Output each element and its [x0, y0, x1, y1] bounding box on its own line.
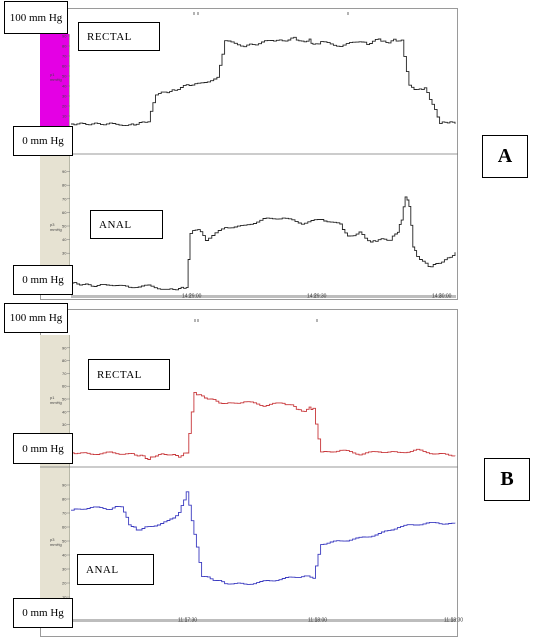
- y-tick-label: 50: [62, 74, 67, 79]
- time-tick-label: 11:17:30: [178, 618, 197, 624]
- y-tick-label: 70: [62, 54, 67, 59]
- time-tick-label: 11:18:30: [444, 618, 463, 624]
- time-tick-label: 11:18:00: [308, 618, 327, 624]
- scale-strip-anal: [40, 464, 70, 612]
- y-tick-label: 40: [62, 409, 67, 414]
- scale-label-0-anal: 0 mm Hg: [13, 598, 73, 628]
- trace-anal: [71, 491, 456, 585]
- y-tick-label: 50: [62, 397, 67, 402]
- y-tick-label: 20: [62, 581, 67, 586]
- trace-label-rectal: RECTAL: [88, 359, 170, 390]
- trace-rectal: [71, 36, 456, 127]
- panel-a: 14:29:00 14:29:30 14:30:00 10 20 30 40 50 60 70 80…: [0, 0, 460, 302]
- panel-letter-b: B: [484, 458, 530, 501]
- panel-b: 11:17:30 11:18:00 11:18:30 10 20 30 40 50 60 70 80…: [0, 303, 463, 638]
- y-tick-label: 60: [62, 384, 67, 389]
- channel-unit-label: p1: [50, 72, 55, 77]
- y-tick-label: 70: [62, 196, 67, 201]
- time-tick-label: 14:29:30: [307, 294, 327, 300]
- y-tick-label: 90: [62, 345, 67, 350]
- y-tick-label: 40: [62, 84, 67, 89]
- y-tick-label: 90: [62, 483, 67, 488]
- y-tick-label: 80: [62, 497, 67, 502]
- channel-unit-label: mmHg: [50, 542, 62, 547]
- y-tick-label: 40: [62, 237, 67, 242]
- y-tick-label: 10: [62, 595, 67, 600]
- time-tick-label: 14:29:00: [182, 294, 202, 300]
- time-axis-bar: [71, 295, 456, 298]
- y-tick-label: 30: [62, 251, 67, 256]
- y-tick-label: 30: [62, 567, 67, 572]
- scale-label-0-rectal: 0 mm Hg: [13, 126, 73, 156]
- channel-unit-label: p3: [50, 222, 55, 227]
- pressure-chart-a: 14:29:00 14:29:30 14:30:00 10 20 30 40 50 60 70 80…: [40, 12, 458, 300]
- channel-unit-label: mmHg: [50, 227, 62, 232]
- channel-unit-label: mmHg: [50, 77, 62, 82]
- trace-label-anal: ANAL: [90, 210, 163, 239]
- y-tick-label: 70: [62, 371, 67, 376]
- y-tick-label: 90: [62, 169, 67, 174]
- panel-letter-a: A: [482, 135, 528, 178]
- trace-rectal: [71, 391, 456, 460]
- time-tick-label: 14:30:00: [432, 294, 452, 300]
- y-tick-label: 50: [62, 224, 67, 229]
- channel-unit-label: p1: [50, 395, 55, 400]
- pressure-chart-b: 11:17:30 11:18:00 11:18:30 10 20 30 40 50 60 70 80…: [40, 319, 463, 624]
- trace-label-anal: ANAL: [77, 554, 154, 585]
- y-tick-label: 40: [62, 553, 67, 558]
- time-axis-bar: [71, 619, 456, 622]
- y-tick-label: 90: [62, 34, 67, 39]
- y-tick-label: 60: [62, 210, 67, 215]
- trace-anal: [71, 196, 456, 291]
- y-tick-label: 80: [62, 358, 67, 363]
- scale-label-0-rectal: 0 mm Hg: [13, 433, 73, 464]
- y-tick-label: 20: [62, 104, 67, 109]
- y-tick-label: 30: [62, 94, 67, 99]
- y-tick-label: 10: [62, 114, 67, 119]
- y-tick-label: 80: [62, 44, 67, 49]
- scale-label-100-top: 100 mm Hg: [4, 1, 68, 34]
- trace-label-rectal: RECTAL: [78, 22, 160, 51]
- y-tick-label: 30: [62, 422, 67, 427]
- channel-unit-label: p3: [50, 537, 55, 542]
- y-tick-label: 50: [62, 539, 67, 544]
- y-tick-label: 60: [62, 525, 67, 530]
- scale-label-100-top: 100 mm Hg: [4, 303, 68, 333]
- y-tick-label: 80: [62, 183, 67, 188]
- y-tick-label: 70: [62, 511, 67, 516]
- scale-label-0-anal: 0 mm Hg: [13, 265, 73, 295]
- channel-unit-label: mmHg: [50, 400, 62, 405]
- y-tick-label: 60: [62, 64, 67, 69]
